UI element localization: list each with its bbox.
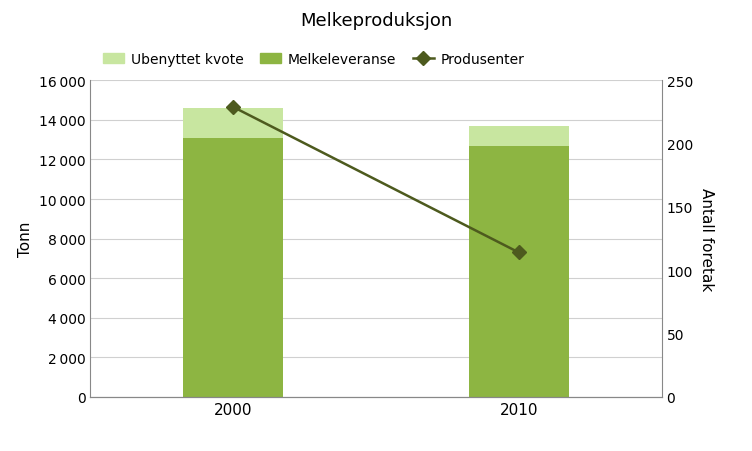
Bar — [469, 146, 569, 397]
Bar — [183, 109, 284, 138]
Bar — [183, 138, 284, 397]
Title: Melkeproduksjon: Melkeproduksjon — [300, 12, 452, 30]
Legend: Ubenyttet kvote, Melkeleveranse, Produsenter: Ubenyttet kvote, Melkeleveranse, Produse… — [97, 47, 530, 72]
Bar — [469, 127, 569, 146]
Y-axis label: Tonn: Tonn — [18, 221, 33, 257]
Y-axis label: Antall foretak: Antall foretak — [699, 188, 714, 290]
